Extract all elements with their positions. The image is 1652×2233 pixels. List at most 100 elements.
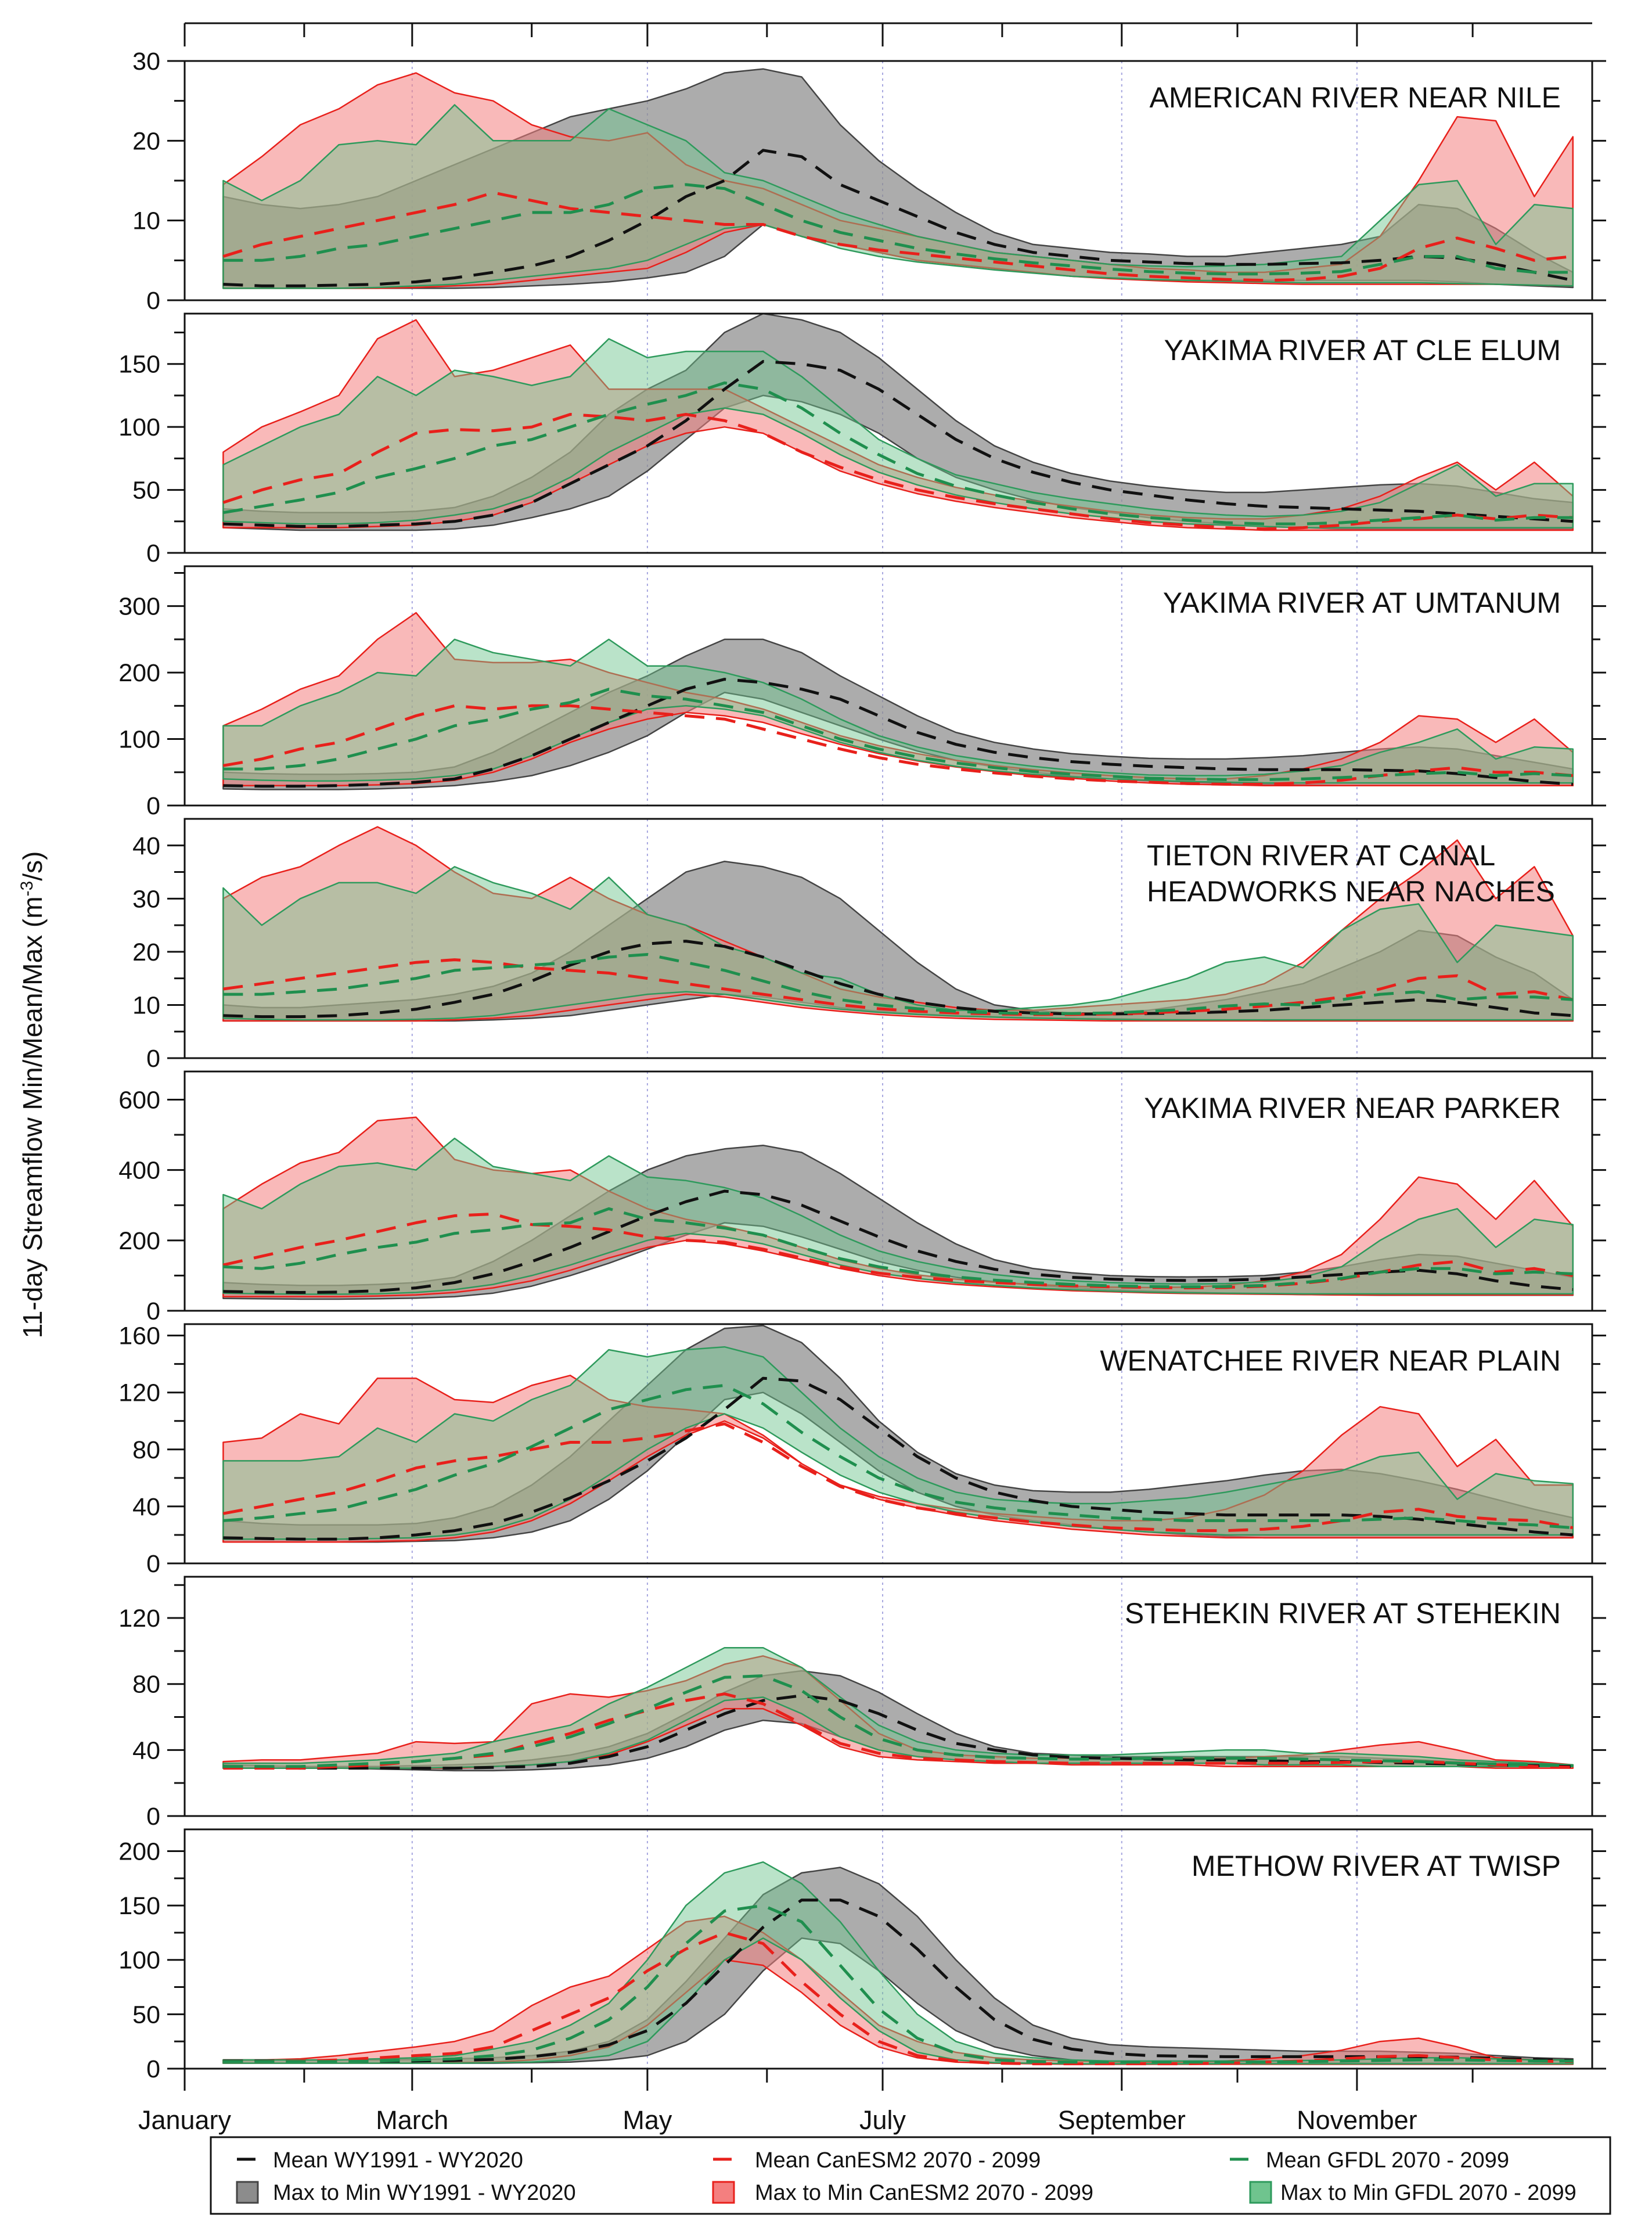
panel-title: STEHEKIN RIVER AT STEHEKIN [1125,1597,1561,1630]
y-tick-label: 400 [118,1157,160,1185]
y-tick-label: 120 [118,1605,160,1633]
range-band-gfdl [222,866,1574,1021]
y-tick-label: 80 [132,1671,160,1699]
panel-frame [183,1070,1593,1312]
y-tick-label: 100 [118,413,160,441]
panel-title: YAKIMA RIVER AT CLE ELUM [1164,334,1561,366]
y-tick-label: 600 [118,1086,160,1114]
y-tick-label: 10 [132,207,160,235]
y-tick-label: 80 [132,1436,160,1464]
legend-label-mean-can: Mean CanESM2 2070 - 2099 [755,2148,1041,2173]
panel-6: 0 40 80 120 160 WENATCHEE RIVER NEAR PLAIN [118,1322,1606,1578]
range-band-gfdl [222,104,1574,289]
legend: Mean WY1991 - WY2020 Max to Min WY1991 -… [210,2136,1611,2215]
legend-swatch-range-gfdl [1249,2181,1272,2204]
x-tick-label: March [376,2105,448,2135]
range-band-gfdl [222,1646,1574,1769]
panel-8: 0 50 100 150 200 METHOW RIVER AT TWISP [118,1828,1606,2083]
mean-line-can [222,704,1574,786]
y-tick-label: 300 [118,593,160,621]
y-tick-label: 0 [146,540,160,567]
x-tick-label: January [138,2105,232,2135]
range-band-can [222,612,1574,786]
panel-2: 0 50 100 150 YAKIMA RIVER AT CLE ELUM [118,312,1606,567]
panel-frame [183,818,1593,1059]
mean-line-hist [223,1376,1573,1541]
legend-label-range-can: Max to Min CanESM2 2070 - 2099 [755,2181,1093,2205]
mean-line-can [223,1931,1573,2066]
y-axis-label: 11-day Streamflow Min/Mean/Max (m-3/s) [17,851,48,1339]
panel-4: 0 10 20 30 40 TIETON RIVER AT CANALHEADWORKS … [132,818,1606,1073]
mean-line-gfdl [223,1207,1573,1289]
mean-line-can [222,1422,1574,1533]
panel-frame [183,1576,1593,1817]
mean-line-can [223,958,1574,1016]
legend-swatch-range-hist [236,2181,259,2204]
panel-title: TIETON RIVER AT CANAL [1147,839,1495,872]
panel-7: 0 40 80 120 STEHEKIN RIVER AT STEHEKIN [118,1576,1606,1831]
y-tick-label: 40 [132,832,160,860]
mean-line-gfdl [223,183,1573,276]
panel-title: WENATCHEE RIVER NEAR PLAIN [1100,1344,1561,1377]
y-axis-label-main: 11-day Streamflow Min/Mean/Max (m [17,896,48,1338]
y-tick-label: 0 [146,1045,160,1073]
legend-box [210,2136,1611,2215]
mean-line-gfdl [223,688,1573,781]
range-band-can [222,1116,1574,1298]
mean-line-gfdl [223,1674,1573,1768]
y-tick-label: 200 [118,1838,160,1865]
y-tick-label: 0 [146,1550,160,1578]
panel-title-line2: HEADWORKS NEAR NACHES [1147,875,1555,908]
mean-line-hist [223,1898,1573,2063]
mean-line-hist [223,1189,1574,1294]
y-tick-label: 0 [146,1803,160,1831]
range-band-can [222,1375,1574,1543]
panel-frame [183,1828,1593,2070]
x-tick-label: May [622,2105,672,2135]
panel-5: 0 200 400 600 YAKIMA RIVER NEAR PARKER [118,1070,1606,1325]
y-tick-label: 200 [118,1227,160,1255]
mean-line-gfdl [223,1384,1573,1530]
legend-swatch-range-can [712,2181,735,2204]
panel-3: 0 100 200 300 YAKIMA RIVER AT UMTANUM [118,565,1606,820]
y-axis-label-sup: -3 [17,881,37,897]
legend-label-range-gfdl: Max to Min GFDL 2070 - 2099 [1280,2181,1577,2205]
mean-line-gfdl [222,381,1573,526]
x-tick-label: July [859,2105,906,2135]
y-tick-label: 100 [118,1947,160,1975]
x-tick-label: September [1058,2105,1186,2135]
mean-line-hist [223,359,1573,528]
legend-label-mean-hist: Mean WY1991 - WY2020 [273,2148,523,2173]
panel-title: METHOW RIVER AT TWISP [1192,1850,1561,1882]
y-tick-label: 150 [118,1892,160,1920]
panel-frame [183,312,1593,554]
mean-line-hist [223,940,1573,1019]
range-band-gfdl [222,1137,1574,1295]
y-tick-label: 200 [118,659,160,687]
y-tick-label: 0 [146,1297,160,1325]
legend-label-mean-gfdl: Mean GFDL 2070 - 2099 [1266,2148,1509,2173]
mean-line-hist [223,678,1573,788]
y-tick-label: 40 [132,1736,160,1764]
y-tick-label: 160 [118,1322,160,1350]
panel-1: 0 10 20 30 AMERICAN RIVER NEAR NILE [132,48,1606,315]
y-tick-label: 100 [118,726,160,754]
y-tick-label: 20 [132,938,160,966]
panel-frame [183,1323,1593,1565]
mean-line-gfdl [223,953,1573,1015]
y-tick-label: 10 [132,991,160,1019]
y-tick-label: 0 [146,792,160,820]
y-axis-label-end: /s) [17,851,48,881]
range-band-can [222,1655,1574,1769]
y-tick-label: 50 [132,477,160,505]
x-axis: January March May July September November [138,22,1592,2135]
panel-title: YAKIMA RIVER AT UMTANUM [1163,587,1561,619]
range-band-gfdl [222,338,1574,528]
range-band-gfdl [222,1861,1574,2065]
y-tick-label: 40 [132,1493,160,1521]
mean-line-gfdl [223,1904,1573,2064]
mean-line-can [222,191,1574,282]
panel-title: YAKIMA RIVER NEAR PARKER [1144,1092,1561,1124]
